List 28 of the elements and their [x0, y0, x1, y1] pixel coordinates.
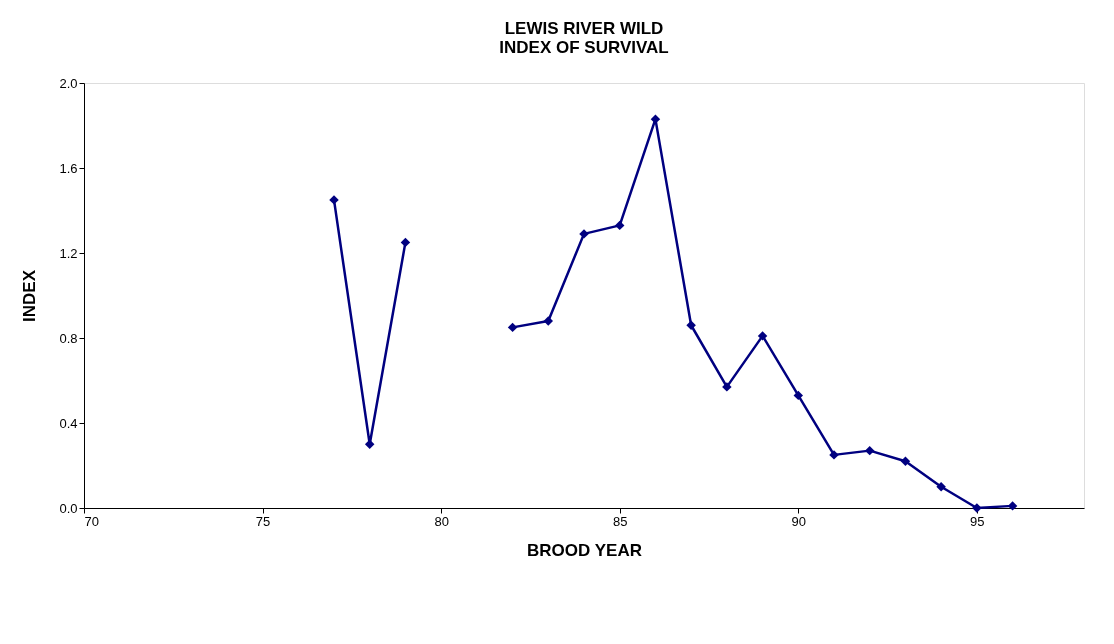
point	[650, 114, 661, 124]
y-tick-label: 0.4	[59, 415, 78, 431]
x-tick-label: 70	[84, 513, 99, 529]
point	[757, 331, 768, 341]
point	[864, 445, 875, 456]
y-tick-label: 1.2	[59, 245, 78, 261]
point	[614, 220, 625, 231]
point	[793, 390, 804, 401]
point	[686, 320, 696, 330]
text: LEWIS RIVER WILD	[504, 19, 664, 38]
x-tick-label: 85	[612, 513, 628, 529]
point	[900, 456, 911, 466]
point	[543, 316, 554, 326]
x-tick-label: 95	[970, 513, 985, 529]
text: INDEX OF SURVIVAL	[499, 38, 669, 57]
point	[400, 237, 411, 248]
y-tick-label: 0.8	[59, 330, 78, 346]
point	[936, 482, 946, 492]
x-tick-label: 90	[791, 513, 807, 529]
x-tick-label: 75	[255, 513, 271, 529]
point	[722, 382, 732, 392]
point	[507, 322, 518, 333]
y-axis-title: INDEX	[20, 269, 40, 322]
y-tick-label: 2.0	[59, 75, 78, 91]
y-tick-label: 0.0	[59, 500, 78, 516]
x-tick-label: 80	[434, 513, 449, 529]
y-tick-label: 1.6	[59, 160, 78, 176]
x-axis-title: BROOD YEAR	[527, 540, 642, 560]
